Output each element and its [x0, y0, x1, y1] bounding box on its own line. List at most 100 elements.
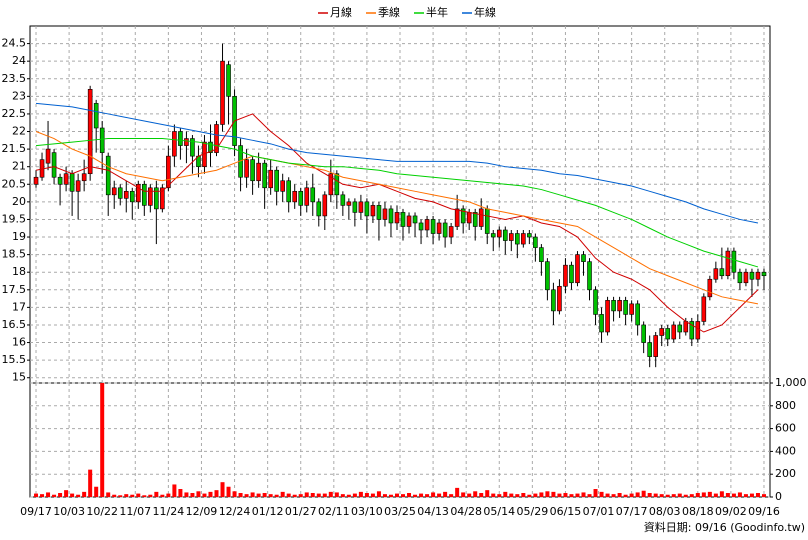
x-tick-label: 10/03 [53, 505, 85, 518]
volume-bar [286, 493, 291, 497]
candle-body [117, 187, 123, 199]
candle-body [478, 208, 484, 227]
candle-body [166, 155, 171, 189]
candle-body [226, 64, 231, 97]
candle-body [689, 321, 695, 340]
candle-body [99, 127, 105, 153]
candle-body [725, 250, 731, 277]
volume-bar [449, 494, 454, 497]
volume-tick-label: 0 [775, 490, 782, 503]
x-tick-label: 02/11 [318, 505, 350, 518]
candle-body [581, 254, 586, 262]
y-tick-label: 22 [12, 125, 26, 138]
y-tick-label: 15.5 [2, 353, 27, 366]
candle-body [75, 180, 81, 192]
ma-line [35, 113, 759, 333]
y-tick-label: 18.5 [2, 248, 27, 261]
candle-body [436, 222, 442, 234]
volume-bar [136, 493, 141, 497]
candle-body [671, 324, 677, 340]
candle-body [521, 233, 526, 245]
volume-bar [334, 492, 339, 497]
volume-bar [755, 493, 760, 497]
candle-body [731, 250, 737, 273]
volume-tick-label: 600 [775, 422, 796, 435]
volume-bar [178, 489, 183, 497]
candle-body [448, 226, 454, 238]
volume-bar [719, 491, 724, 497]
volume-bar [196, 491, 201, 497]
candle-body [412, 215, 418, 224]
volume-bar [88, 469, 93, 497]
x-tick-label: 12/24 [219, 505, 251, 518]
volume-bar [352, 493, 357, 497]
y-tick-label: 24.5 [2, 37, 27, 50]
candle-body [81, 173, 87, 182]
candle-body [69, 173, 75, 192]
candle-body [587, 261, 592, 291]
candle-body [334, 173, 340, 196]
x-tick-label: 07/01 [583, 505, 615, 518]
volume-bar [274, 494, 279, 497]
candle-body [623, 300, 628, 315]
volume-bar [509, 493, 514, 497]
candle-body [539, 247, 544, 262]
candle-body [370, 205, 376, 217]
volume-bar [641, 490, 646, 497]
volume-bar [130, 494, 135, 497]
volume-bar [557, 493, 562, 497]
volume-bar [743, 494, 748, 497]
volume-bar [599, 491, 604, 497]
volume-bar [443, 491, 448, 497]
candle-body [635, 303, 640, 326]
volume-bar [46, 492, 51, 497]
volume-bar [413, 494, 418, 497]
candle-body [484, 208, 490, 234]
legend-label: 季線 [378, 5, 400, 19]
x-tick-label: 11/07 [119, 505, 151, 518]
volume-bar [545, 491, 550, 497]
candle-body [87, 89, 93, 175]
volume-bar [34, 493, 39, 497]
volume-bar [160, 494, 165, 497]
volume-bar [256, 493, 261, 497]
volume-bar [64, 490, 69, 497]
x-tick-label: 04/13 [417, 505, 449, 518]
candle-body [557, 285, 562, 312]
y-tick-label: 16.5 [2, 318, 27, 331]
candle-body [214, 124, 219, 153]
volume-bar [629, 493, 634, 497]
candle-body [677, 324, 683, 333]
candle-body [111, 187, 117, 196]
candle-body [250, 159, 255, 182]
candle-body [749, 271, 755, 280]
volume-bar [280, 491, 285, 497]
candle-body [33, 176, 39, 185]
volume-bar [587, 494, 592, 497]
volume-tick-label: 400 [775, 444, 796, 457]
y-tick-label: 21.5 [2, 142, 27, 155]
candle-body [154, 187, 159, 210]
candle-body [400, 212, 406, 227]
volume-bar [617, 493, 622, 497]
volume-bar [659, 494, 664, 497]
volume-bar [328, 491, 333, 497]
volume-bar [244, 494, 249, 497]
volume-bar [118, 495, 123, 497]
x-tick-label: 03/10 [351, 505, 383, 518]
legend-label: 年線 [474, 5, 496, 19]
volume-bar [455, 487, 460, 497]
candle-body [515, 233, 520, 245]
candle-body [394, 212, 400, 224]
candle-body [45, 148, 51, 164]
volume-bar [581, 492, 586, 497]
volume-tick-label: 800 [775, 399, 796, 412]
candle-body [496, 229, 502, 238]
volume-bar [346, 494, 351, 497]
volume-bar [569, 494, 574, 497]
volume-bar [292, 494, 297, 497]
x-tick-label: 09/02 [715, 505, 747, 518]
candle-body [382, 208, 388, 220]
candle-body [190, 138, 195, 157]
